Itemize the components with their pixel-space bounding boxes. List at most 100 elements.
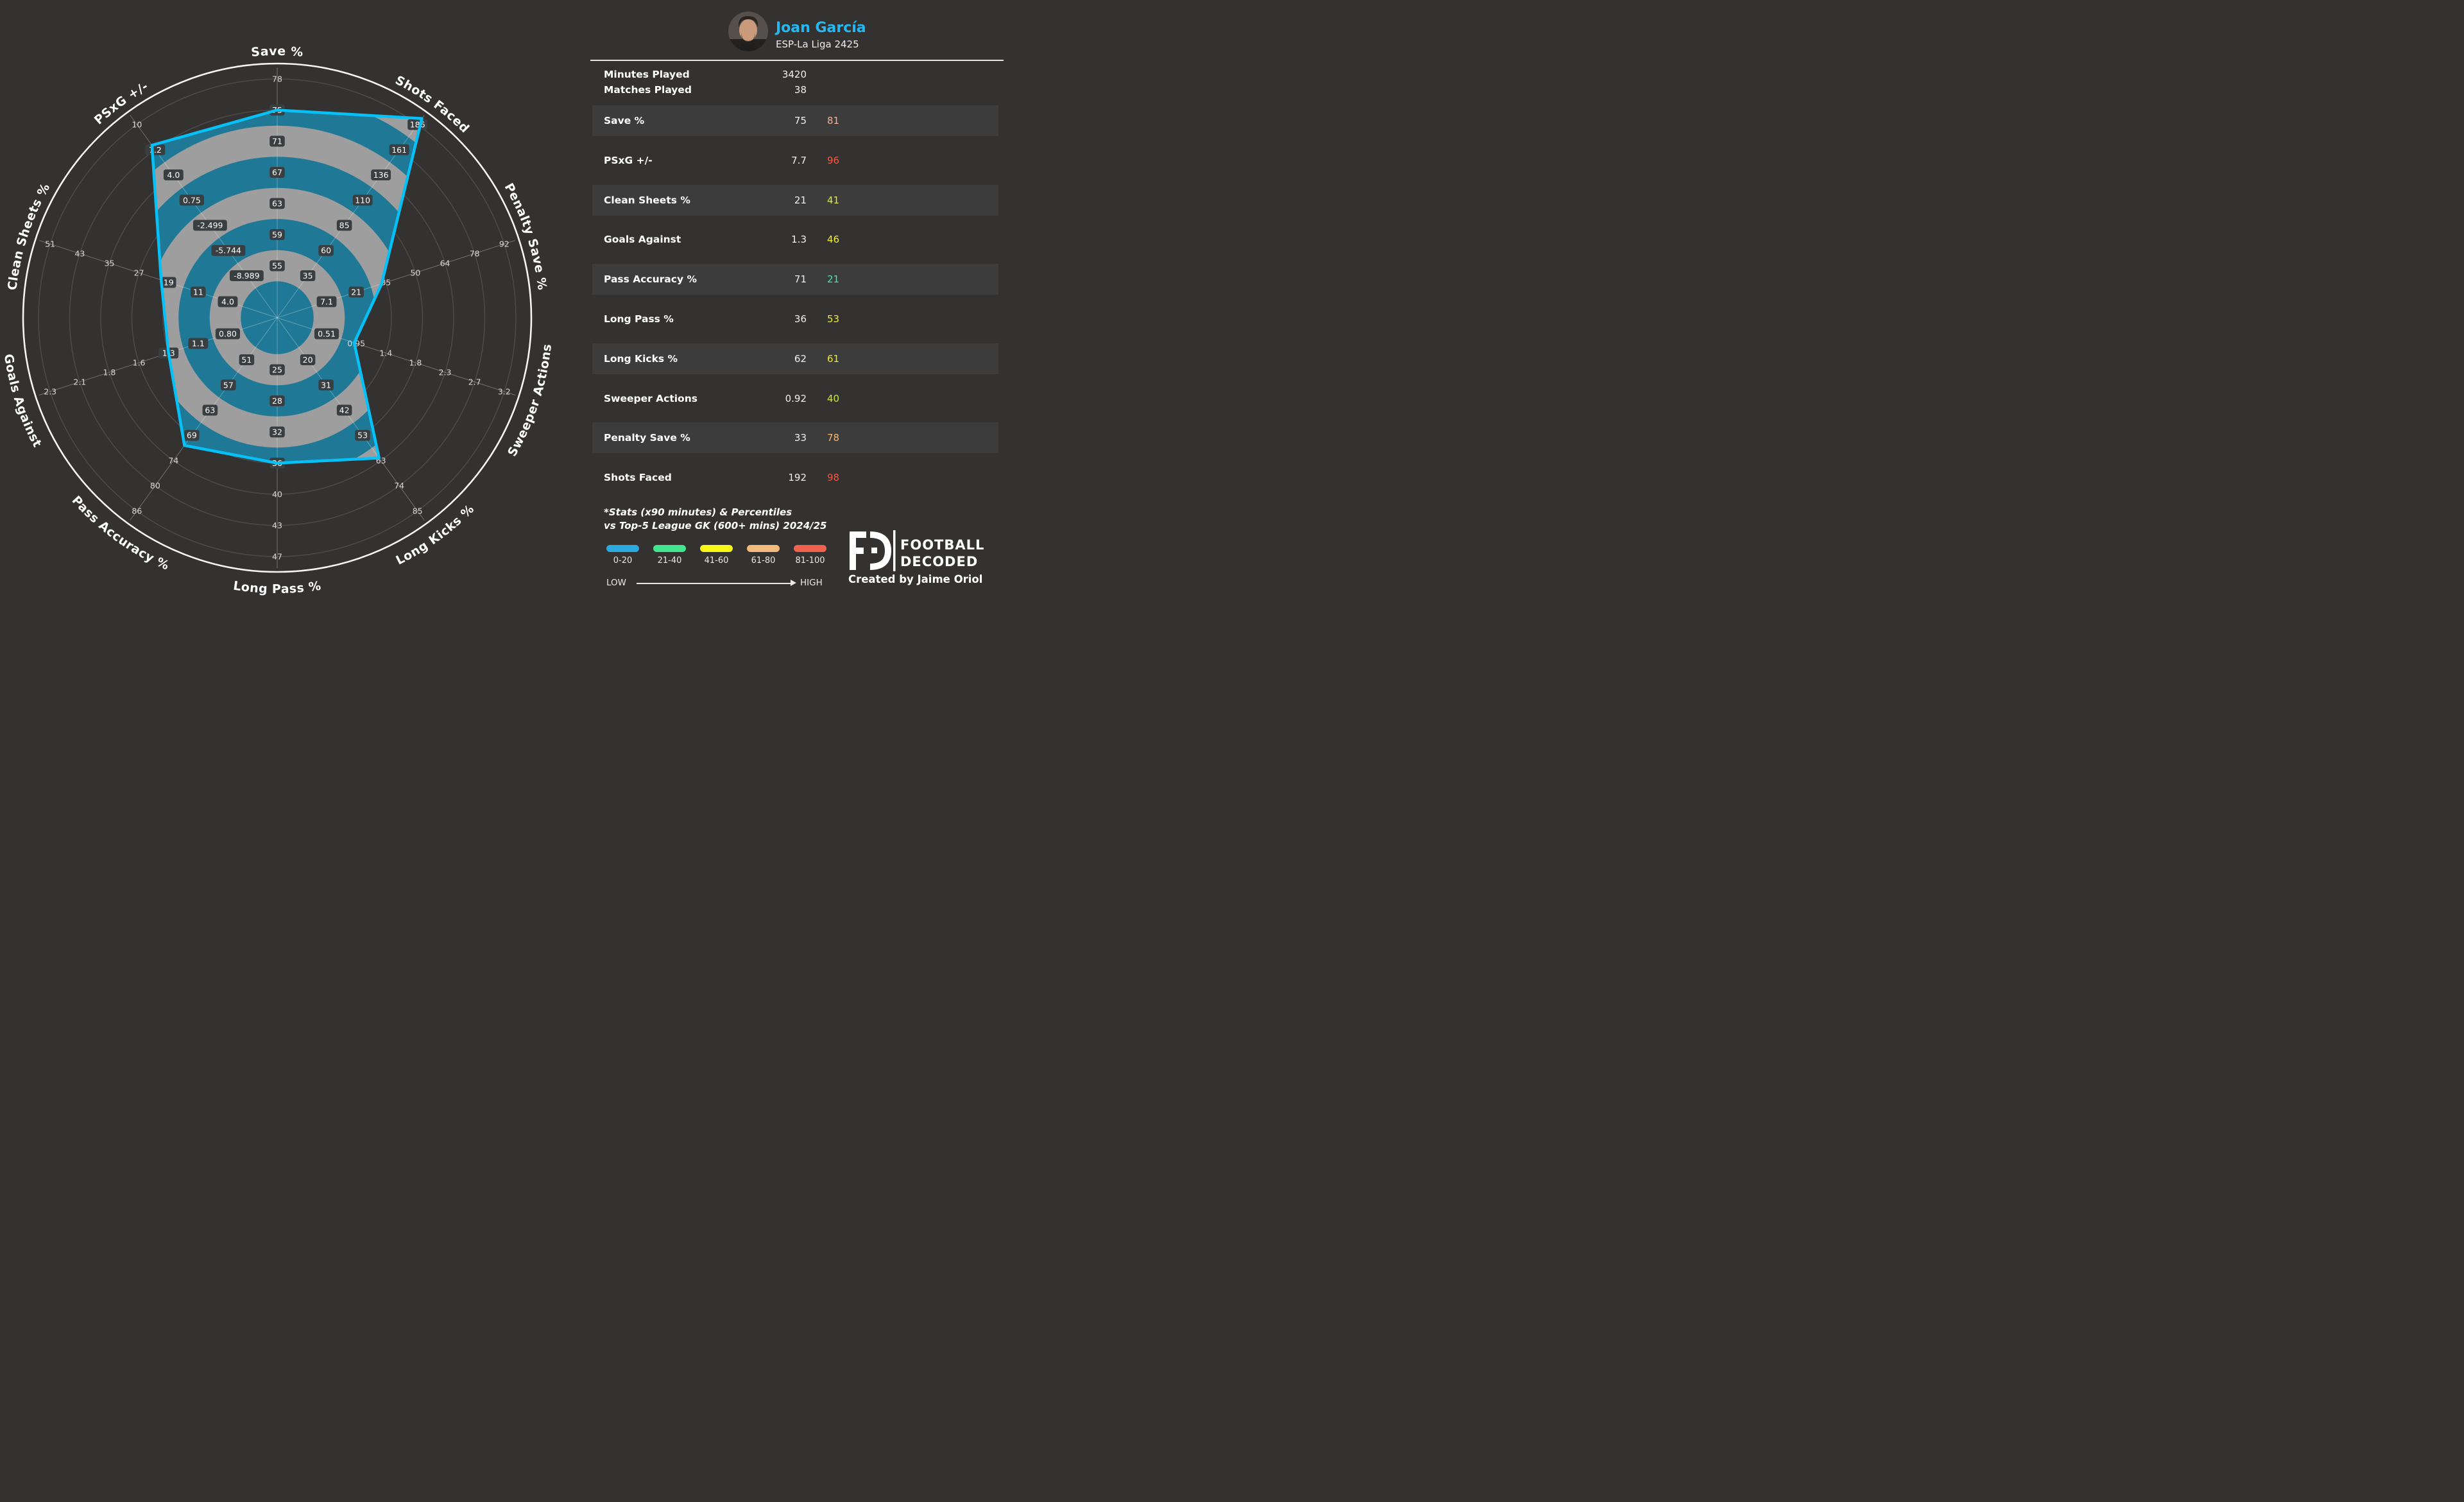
- tick-label-text: 51: [241, 355, 252, 365]
- tick-label: 53: [355, 429, 370, 441]
- row-stripe: [592, 264, 998, 295]
- stat-value: 33: [794, 432, 807, 444]
- stat-percentile: 21: [827, 273, 840, 286]
- tick-label-text: 136: [373, 170, 389, 180]
- tick-label: 78: [470, 249, 480, 259]
- tick-label-box: [211, 245, 246, 256]
- tick-label: 74: [168, 456, 178, 465]
- tick-label-text: 59: [272, 230, 282, 239]
- tick-label-text: 31: [321, 380, 331, 390]
- axis-label: Save %: [250, 44, 304, 60]
- tick-label: 110: [352, 194, 373, 206]
- tick-label: 64: [440, 259, 450, 268]
- legend-swatch-61-80: [747, 545, 780, 552]
- tick-label-text: 32: [272, 427, 282, 437]
- tick-label: 7.2: [145, 144, 166, 155]
- tick-label-box: [270, 364, 285, 376]
- stat-label: Pass Accuracy %: [604, 273, 697, 286]
- tick-label-text: 50: [410, 268, 420, 278]
- tick-label-text: 28: [272, 396, 282, 406]
- stat-row: Save % 75 81: [592, 101, 998, 141]
- legend-bin: 21-40: [653, 545, 700, 565]
- stat-label: Sweeper Actions: [604, 392, 697, 404]
- row-stripe: [592, 105, 998, 136]
- tick-label: 28: [270, 395, 285, 406]
- tick-label-box: [336, 404, 352, 416]
- tick-label: 40: [272, 490, 282, 499]
- tick-label: 0.75: [179, 194, 204, 206]
- tick-label: 4.0: [163, 169, 184, 181]
- tick-label: -2.499: [193, 220, 227, 231]
- tick-label: 0.51: [314, 328, 339, 340]
- tick-label-box: [184, 429, 200, 441]
- axis-label: Long Kicks %: [394, 502, 477, 568]
- infographic-root: 55 59 63 67 71 75 78 35 60 85 110 136 161 186 7.1 21 35 5…: [0, 0, 1006, 614]
- tick-label: 74: [394, 481, 404, 490]
- tick-label: 85: [336, 220, 352, 231]
- stat-row: PSxG +/- 7.7 96: [592, 141, 998, 180]
- tick-label: 1.4: [379, 349, 392, 358]
- tick-label-text: 71: [272, 137, 282, 146]
- stat-label: Long Pass %: [604, 313, 674, 325]
- tick-label-box: [314, 328, 339, 340]
- tick-label: 86: [132, 506, 142, 515]
- tick-label-box: [215, 328, 241, 340]
- tick-label: 47: [272, 552, 282, 562]
- tick-label-text: 1.8: [103, 367, 116, 377]
- tick-label-text: 69: [187, 431, 197, 440]
- axis-label: Pass Accuracy %: [69, 493, 172, 573]
- percentile-legend: 0-20 21-40 41-60 61-80 81-100: [606, 545, 841, 565]
- low-high-scale: LOW HIGH: [606, 577, 844, 589]
- wordmark-line2: DECODED: [900, 554, 979, 569]
- tick-label-box: [160, 277, 176, 288]
- axis-line: [277, 317, 425, 521]
- tick-label-text: 78: [272, 74, 282, 84]
- tick-label-box: [221, 379, 236, 391]
- stat-label: PSxG +/-: [604, 154, 653, 166]
- tick-label: 2.3: [44, 386, 56, 396]
- stat-percentile: 53: [827, 313, 840, 325]
- stat-percentile: 98: [827, 472, 840, 484]
- tick-label-box: [163, 169, 184, 181]
- tick-label: 1.1: [188, 338, 209, 349]
- legend-bin: 41-60: [700, 545, 747, 565]
- stat-percentile: 61: [827, 352, 840, 365]
- legend-label: 0-20: [613, 556, 633, 565]
- tick-label-box: [355, 429, 370, 441]
- low-label: LOW: [606, 578, 627, 588]
- stat-label: Goals Against: [604, 234, 681, 246]
- stat-value: 62: [794, 352, 807, 365]
- wordmark-line1: FOOTBALL: [900, 537, 985, 553]
- axis-label: Penalty Save %: [502, 181, 549, 291]
- stat-row: Long Pass % 36 53: [592, 299, 998, 339]
- legend-label: 21-40: [657, 556, 682, 565]
- tick-label: 92: [499, 239, 509, 249]
- tick-label-box: [270, 229, 285, 240]
- tick-label: 51: [45, 239, 55, 249]
- tick-label-text: -8.989: [234, 271, 259, 281]
- legend-label: 81-100: [795, 556, 825, 565]
- tick-label: 80: [150, 481, 160, 490]
- tick-label-box: [270, 167, 285, 178]
- tick-label-box: [300, 354, 316, 366]
- outer-circle: [22, 62, 533, 573]
- legend-label: 61-80: [751, 556, 776, 565]
- tick-label-box: [336, 220, 352, 231]
- tick-label-text: 4.0: [221, 297, 234, 306]
- stat-row: Shots Faced 192 98: [592, 458, 998, 497]
- info-value: 3420: [782, 69, 807, 80]
- tick-label-box: [270, 198, 285, 209]
- tick-label: 43: [272, 521, 282, 530]
- tick-label-text: 2.1: [73, 377, 86, 386]
- tick-label-text: 51: [45, 239, 55, 249]
- tick-label: 50: [410, 268, 420, 278]
- tick-label-text: 20: [303, 355, 313, 365]
- stat-value: 1.3: [791, 234, 807, 246]
- tick-label-box: [348, 286, 364, 298]
- tick-label-box: [193, 220, 227, 231]
- stat-label: Clean Sheets %: [604, 194, 690, 206]
- tick-label-text: 0.80: [219, 329, 237, 339]
- tick-label-text: 0.75: [183, 195, 201, 205]
- tick-label: 21: [348, 286, 364, 298]
- tick-label: 63: [270, 198, 285, 209]
